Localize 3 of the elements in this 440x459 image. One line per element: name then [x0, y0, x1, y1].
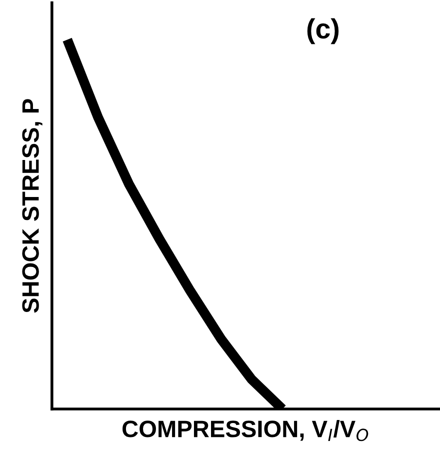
annotation: (c) [307, 18, 339, 44]
x-axis-title: COMPRESSION, V$_{I}$/V$_{O}$ [122, 420, 368, 442]
y-axis-title: SHOCK STRESS, P [22, 99, 42, 313]
